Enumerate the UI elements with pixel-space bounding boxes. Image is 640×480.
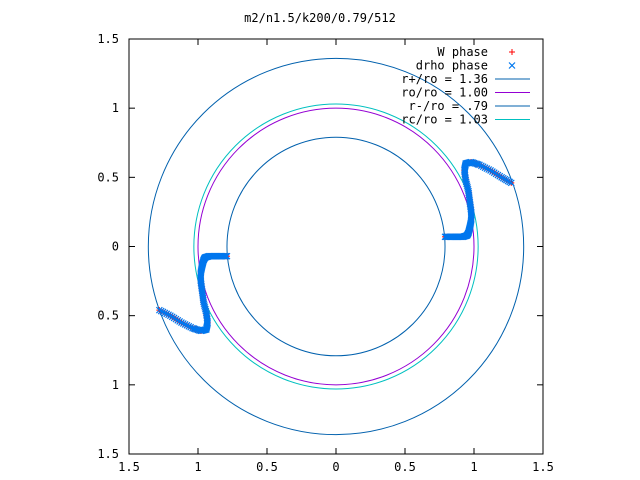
legend-item: r+/ro = 1.36	[401, 72, 530, 86]
legend-label: ro/ro = 1.00	[401, 86, 488, 100]
circle-r-ro	[226, 136, 446, 357]
legend-label: drho phase	[416, 59, 488, 73]
y-tick-label: 0.5	[97, 309, 119, 323]
x-tick-label: 0.5	[394, 460, 416, 474]
y-tick-label: 0	[112, 240, 119, 254]
series-drho-phase	[155, 158, 515, 335]
series-w-phase	[156, 159, 515, 334]
legend-swatch	[509, 49, 515, 55]
legend-item: ro/ro = 1.00	[401, 86, 530, 100]
x-tick-label: 1.5	[532, 460, 554, 474]
data-point	[462, 176, 472, 193]
data-series	[155, 158, 515, 335]
legend-item: rc/ro = 1.03	[401, 113, 530, 127]
y-tick-label: 0.5	[97, 170, 119, 184]
x-tick-label: 0	[332, 460, 339, 474]
legend-item: r-/ro = .79	[409, 99, 530, 113]
legend-item: drho phase	[416, 59, 516, 73]
data-point	[189, 324, 203, 334]
circle-rcro	[193, 103, 479, 390]
data-point	[488, 168, 506, 181]
x-tick-label: 0.5	[256, 460, 278, 474]
x-tick-label: 1	[194, 460, 201, 474]
y-tick-label: 1	[112, 378, 119, 392]
legend-item: W phase	[437, 45, 515, 59]
legend-label: rc/ro = 1.03	[401, 113, 488, 127]
axis-ticks: 1.5 1 0.5 0 0.5 1 1.51.510.500.511.5	[97, 32, 554, 474]
y-tick-label: 1	[112, 101, 119, 115]
data-point	[223, 252, 231, 260]
reference-circles	[147, 57, 525, 436]
x-tick-label: 1.5	[118, 460, 140, 474]
data-point	[441, 233, 449, 241]
chart-title: m2/n1.5/k200/0.79/512	[244, 11, 396, 25]
data-point	[178, 319, 195, 331]
legend-label: r+/ro = 1.36	[401, 72, 488, 86]
x-tick-label: 1	[470, 460, 477, 474]
legend-swatch	[508, 62, 516, 69]
legend-label: r-/ro = .79	[409, 99, 488, 113]
y-tick-label: 1.5	[97, 32, 119, 46]
y-tick-label: 1.5	[97, 447, 119, 461]
data-point	[155, 306, 172, 319]
circle-roro	[197, 107, 475, 386]
data-point	[466, 198, 475, 214]
data-point	[166, 312, 184, 325]
circle-r+ro	[147, 57, 525, 436]
data-point	[202, 320, 211, 333]
legend-label: W phase	[437, 45, 488, 59]
